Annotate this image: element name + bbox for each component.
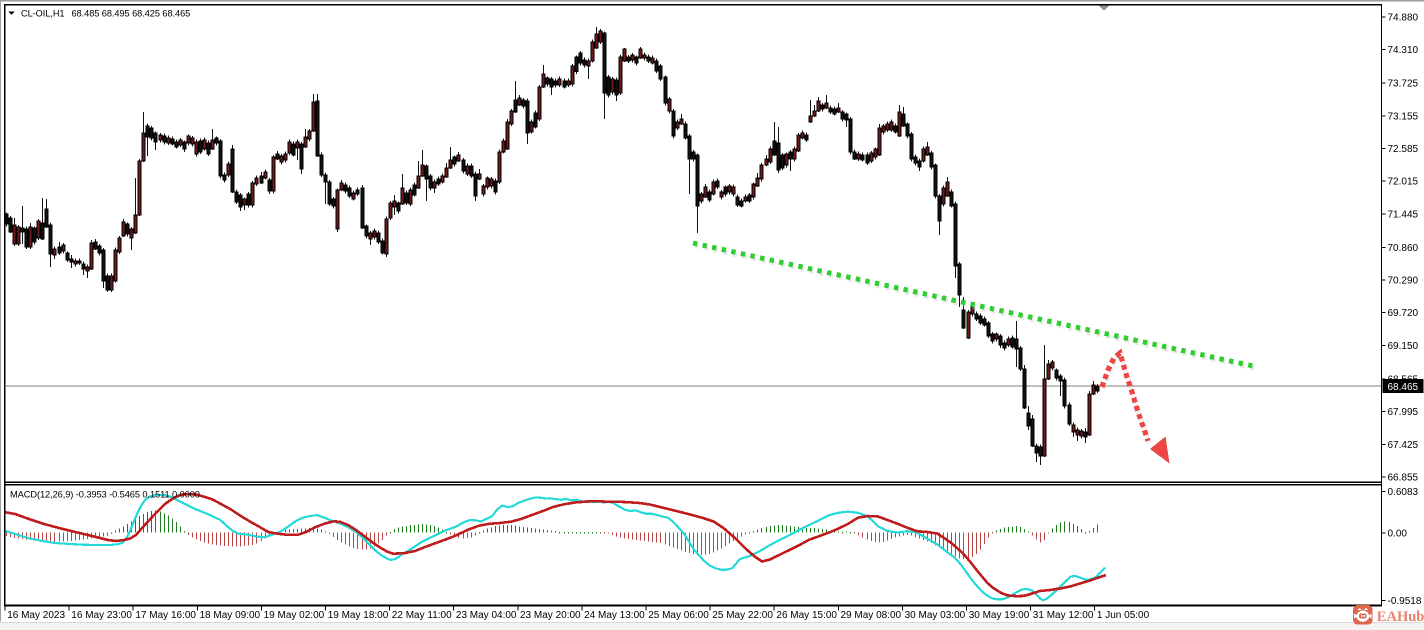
svg-text:1 Jun 05:00: 1 Jun 05:00 [1097, 610, 1150, 621]
svg-text:0.00: 0.00 [1388, 529, 1408, 540]
svg-text:31 May 12:00: 31 May 12:00 [1033, 610, 1094, 621]
svg-text:18 May 09:00: 18 May 09:00 [200, 610, 261, 621]
svg-text:66.855: 66.855 [1388, 473, 1419, 484]
svg-text:CL-OIL,H1 68.485 68.495 68.42: CL-OIL,H1 68.485 68.495 68.425 68.465 [21, 9, 190, 19]
svg-text:30 May 03:00: 30 May 03:00 [905, 610, 966, 621]
svg-text:74.880: 74.880 [1388, 13, 1419, 24]
svg-text:-0.9518: -0.9518 [1388, 596, 1422, 607]
svg-text:22 May 11:00: 22 May 11:00 [392, 610, 452, 621]
svg-text:68.465: 68.465 [1388, 382, 1419, 393]
svg-text:MACD(12,26,9) -0.3953 -0.5465: MACD(12,26,9) -0.3953 -0.5465 0.1511 0.0… [10, 489, 200, 499]
svg-text:23 May 04:00: 23 May 04:00 [456, 610, 517, 621]
svg-text:26 May 15:00: 26 May 15:00 [776, 610, 837, 621]
svg-text:19 May 02:00: 19 May 02:00 [264, 610, 325, 621]
svg-text:16 May 23:00: 16 May 23:00 [71, 610, 132, 621]
svg-text:72.585: 72.585 [1388, 144, 1419, 155]
svg-text:69.720: 69.720 [1388, 308, 1419, 319]
svg-text:69.150: 69.150 [1388, 341, 1419, 352]
svg-text:25 May 06:00: 25 May 06:00 [648, 610, 709, 621]
svg-text:24 May 13:00: 24 May 13:00 [584, 610, 645, 621]
svg-text:17 May 16:00: 17 May 16:00 [135, 610, 196, 621]
svg-text:0.6083: 0.6083 [1388, 487, 1419, 498]
svg-text:73.155: 73.155 [1388, 111, 1419, 122]
svg-text:73.725: 73.725 [1388, 79, 1419, 90]
svg-text:71.445: 71.445 [1388, 209, 1419, 220]
svg-text:23 May 20:00: 23 May 20:00 [520, 610, 581, 621]
svg-text:19 May 18:00: 19 May 18:00 [328, 610, 389, 621]
svg-text:EAHub: EAHub [1377, 609, 1424, 625]
svg-text:29 May 08:00: 29 May 08:00 [841, 610, 902, 621]
svg-text:74.310: 74.310 [1388, 45, 1419, 56]
svg-text:30 May 19:00: 30 May 19:00 [969, 610, 1030, 621]
svg-text:67.425: 67.425 [1388, 440, 1419, 451]
svg-text:70.860: 70.860 [1388, 243, 1419, 254]
svg-text:25 May 22:00: 25 May 22:00 [712, 610, 773, 621]
svg-text:67.995: 67.995 [1388, 407, 1419, 418]
svg-text:72.015: 72.015 [1388, 177, 1419, 188]
svg-text:70.290: 70.290 [1388, 276, 1419, 287]
svg-text:16 May 2023: 16 May 2023 [7, 610, 65, 621]
